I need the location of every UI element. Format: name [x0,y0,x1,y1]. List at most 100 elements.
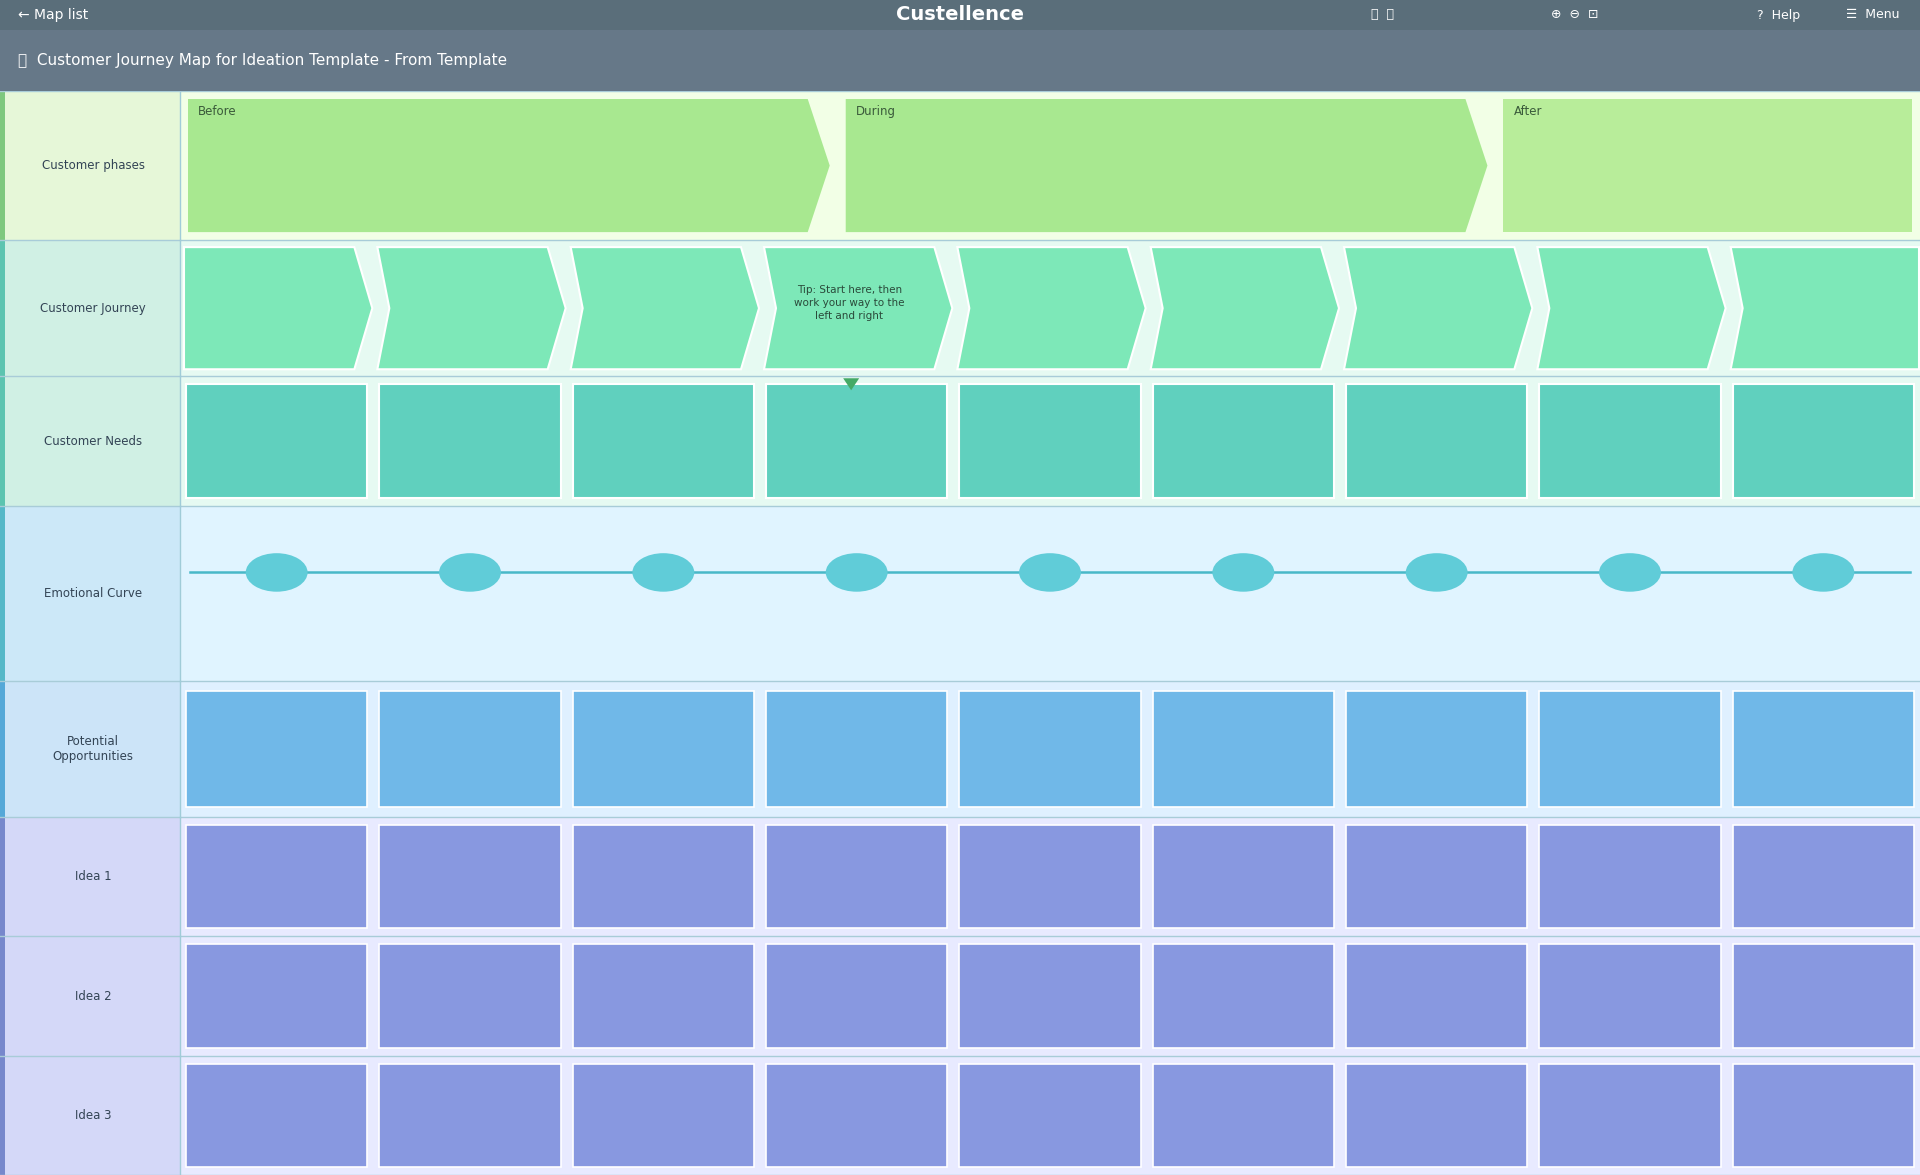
Ellipse shape [1793,553,1855,592]
Bar [572,945,755,1048]
Polygon shape [570,247,758,369]
Bar [180,817,1920,936]
Bar [0,90,180,240]
Bar [0,682,180,817]
Bar [180,682,1920,817]
Bar [1346,691,1526,807]
Bar [1346,945,1526,1048]
Bar [0,817,6,936]
Text: Idea 3: Idea 3 [75,1109,111,1122]
Polygon shape [764,247,952,369]
Bar [572,384,755,498]
Bar [766,384,947,498]
Bar [186,825,367,928]
Text: Customer Needs: Customer Needs [44,435,142,448]
Polygon shape [1730,247,1918,369]
Polygon shape [188,99,829,233]
Bar [1732,691,1914,807]
Bar [0,936,180,1055]
Ellipse shape [440,553,501,592]
Text: Idea 2: Idea 2 [75,989,111,1002]
Text: Custellence: Custellence [897,6,1023,25]
Ellipse shape [1020,553,1081,592]
Text: Idea 1: Idea 1 [75,871,111,884]
Bar [1152,1063,1334,1167]
Bar [1346,825,1526,928]
Bar [0,936,6,1055]
Polygon shape [1538,247,1726,369]
Text: ☰  Menu: ☰ Menu [1847,8,1901,21]
Bar [0,817,180,936]
Bar [0,682,6,817]
Bar [186,1063,367,1167]
Bar [1152,825,1334,928]
Bar [380,1063,561,1167]
Bar [766,691,947,807]
Bar [180,240,1920,376]
Bar [960,945,1140,1048]
Bar [0,1055,6,1175]
Polygon shape [378,247,566,369]
Bar [186,945,367,1048]
Ellipse shape [1599,553,1661,592]
Bar [1540,1063,1720,1167]
Bar [186,384,367,498]
Bar [0,376,6,506]
Text: ⊕  ⊖  ⊡: ⊕ ⊖ ⊡ [1551,8,1597,21]
Bar [180,1055,1920,1175]
Bar [1346,384,1526,498]
Text: Customer phases: Customer phases [42,159,144,172]
Ellipse shape [1405,553,1467,592]
Polygon shape [843,378,858,390]
Bar [180,506,1920,682]
Bar [0,90,6,240]
Text: Emotional Curve: Emotional Curve [44,588,142,600]
Bar [0,0,1920,31]
Bar [960,384,1140,498]
Bar [180,936,1920,1055]
Bar [380,825,561,928]
Polygon shape [1503,99,1912,233]
Bar [0,240,6,376]
Text: ⤢  👥: ⤢ 👥 [1371,8,1394,21]
Bar [0,240,180,376]
Polygon shape [1150,247,1338,369]
Bar [766,945,947,1048]
Bar [1152,691,1334,807]
Text: ← Map list: ← Map list [17,8,88,22]
Text: During: During [856,105,897,118]
Bar [0,1055,180,1175]
Text: Before: Before [198,105,236,118]
Bar [1540,945,1720,1048]
Bar [380,384,561,498]
Bar [380,691,561,807]
Polygon shape [184,247,372,369]
Text: ?  Help: ? Help [1757,8,1801,21]
Bar [0,506,6,682]
Bar [0,506,180,682]
Bar [572,825,755,928]
Polygon shape [958,247,1146,369]
Bar [0,31,1920,90]
Text: Customer Journey: Customer Journey [40,302,146,315]
Ellipse shape [1212,553,1275,592]
Bar [960,1063,1140,1167]
Bar [1152,384,1334,498]
Polygon shape [845,99,1488,233]
Bar [1346,1063,1526,1167]
Bar [1732,384,1914,498]
Bar [960,825,1140,928]
Bar [960,691,1140,807]
Bar [1152,945,1334,1048]
Bar [572,1063,755,1167]
Ellipse shape [826,553,887,592]
Text: Tip: Start here, then
work your way to the
left and right: Tip: Start here, then work your way to t… [793,286,904,322]
Ellipse shape [632,553,695,592]
Bar [766,1063,947,1167]
Bar [380,945,561,1048]
Bar [1732,1063,1914,1167]
Bar [1540,691,1720,807]
Bar [572,691,755,807]
Bar [1732,825,1914,928]
Bar [180,90,1920,240]
